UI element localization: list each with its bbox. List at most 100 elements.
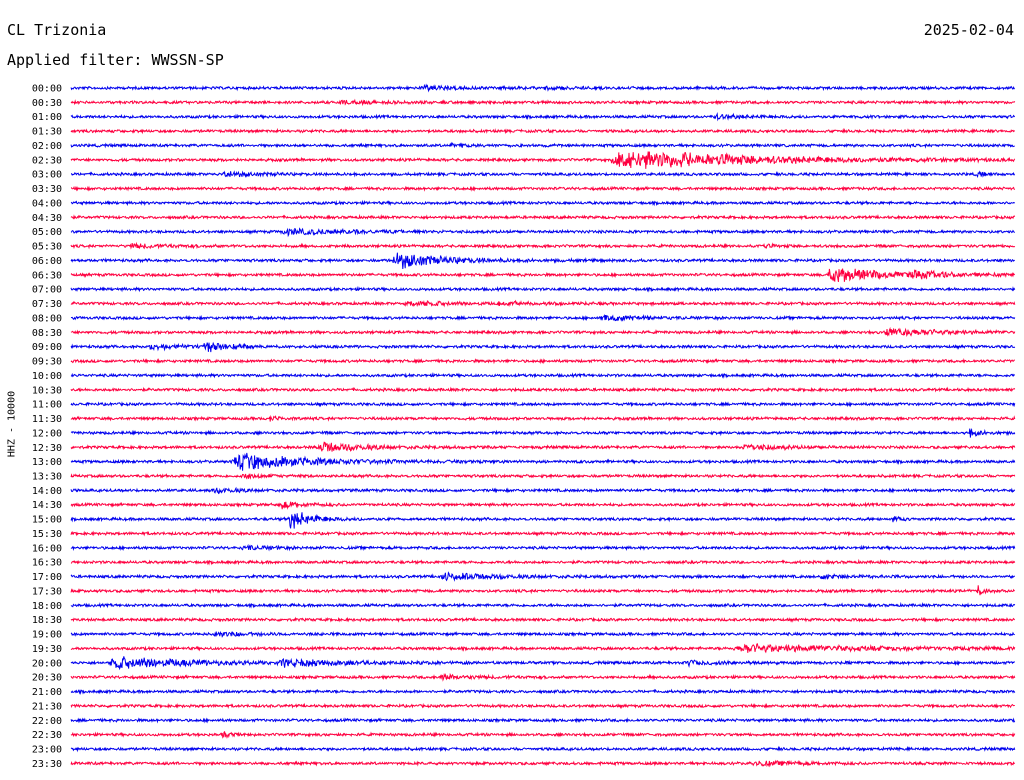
trace-0330 (70, 185, 1016, 192)
time-label-0630: 06:30 (32, 270, 62, 281)
trace-2000 (70, 656, 1015, 671)
trace-2230 (70, 730, 1016, 739)
time-label-1200: 12:00 (32, 428, 62, 439)
trace-1830 (70, 616, 1015, 623)
time-label-1600: 16:00 (32, 543, 62, 554)
time-label-0400: 04:00 (32, 198, 62, 209)
time-label-2000: 20:00 (32, 658, 62, 669)
time-label-0830: 08:30 (32, 328, 62, 339)
time-label-0500: 05:00 (32, 227, 62, 238)
trace-0730 (70, 299, 1016, 308)
time-label-1130: 11:30 (32, 414, 62, 425)
trace-2100 (70, 688, 1016, 695)
trace-1100 (70, 401, 1016, 408)
time-label-0100: 01:00 (32, 112, 62, 123)
trace-1430 (70, 501, 1016, 510)
trace-0600 (70, 252, 1015, 269)
time-label-1530: 15:30 (32, 529, 62, 540)
trace-1530 (70, 530, 1016, 537)
trace-1200 (70, 427, 1016, 438)
time-label-0700: 07:00 (32, 285, 62, 296)
time-label-1400: 14:00 (32, 486, 62, 497)
time-label-1430: 14:30 (32, 500, 62, 511)
trace-2030 (70, 672, 1016, 682)
time-label-0230: 02:30 (32, 155, 62, 166)
trace-1000 (70, 372, 1015, 379)
trace-1600 (70, 543, 1016, 552)
trace-1400 (70, 486, 1016, 495)
time-label-0200: 02:00 (32, 141, 62, 152)
record-date: 2025-02-04 (923, 21, 1014, 39)
trace-0300 (70, 170, 1016, 178)
time-label-1300: 13:00 (32, 457, 62, 468)
time-label-1800: 18:00 (32, 601, 62, 612)
trace-0630 (70, 268, 1016, 283)
time-label-1500: 15:00 (32, 515, 62, 526)
trace-0830 (70, 326, 1016, 338)
time-label-1930: 19:30 (32, 644, 62, 655)
trace-1730 (70, 585, 1015, 596)
time-label-0930: 09:30 (32, 357, 62, 368)
trace-0230 (70, 151, 1016, 169)
time-label-0000: 00:00 (32, 84, 62, 95)
trace-0030 (70, 98, 1016, 107)
time-label-1230: 12:30 (32, 443, 62, 454)
trace-1800 (70, 601, 1016, 609)
time-label-1900: 19:00 (32, 630, 62, 641)
trace-0900 (70, 341, 1016, 353)
time-label-2130: 21:30 (32, 701, 62, 712)
time-label-0130: 01:30 (32, 127, 62, 138)
trace-2300 (70, 745, 1016, 753)
time-label-0530: 05:30 (32, 242, 62, 253)
time-label-0600: 06:00 (32, 256, 62, 267)
time-label-0730: 07:30 (32, 299, 62, 310)
time-label-1730: 17:30 (32, 586, 62, 597)
trace-2330 (70, 759, 1015, 768)
filter-label: Applied filter: WWSSN-SP (7, 51, 224, 69)
time-label-2100: 21:00 (32, 687, 62, 698)
time-label-1030: 10:30 (32, 385, 62, 396)
trace-0700 (70, 285, 1016, 293)
time-label-0430: 04:30 (32, 213, 62, 224)
time-label-0300: 03:00 (32, 170, 62, 181)
trace-1030 (70, 386, 1016, 393)
trace-0800 (70, 313, 1016, 322)
trace-1900 (70, 630, 1015, 638)
trace-1930 (70, 643, 1016, 654)
time-label-1700: 17:00 (32, 572, 62, 583)
station-name: CL Trizonia (7, 21, 107, 39)
time-label-2230: 22:30 (32, 730, 62, 741)
trace-1300 (70, 452, 1016, 471)
time-label-0330: 03:30 (32, 184, 62, 195)
time-label-1100: 11:00 (32, 400, 62, 411)
trace-0130 (70, 127, 1016, 135)
trace-0930 (70, 358, 1015, 365)
time-label-1630: 16:30 (32, 558, 62, 569)
time-label-2330: 23:30 (32, 759, 62, 770)
trace-0400 (70, 199, 1015, 207)
time-label-0030: 00:30 (32, 98, 62, 109)
time-label-0800: 08:00 (32, 313, 62, 324)
time-label-1330: 13:30 (32, 471, 62, 482)
trace-0500 (70, 227, 1015, 238)
trace-0000 (70, 83, 1015, 93)
trace-1500 (70, 512, 1016, 529)
trace-1330 (70, 472, 1016, 480)
time-label-1830: 18:30 (32, 615, 62, 626)
trace-1230 (70, 441, 1016, 452)
trace-0430 (70, 213, 1016, 221)
time-label-0900: 09:00 (32, 342, 62, 353)
trace-1700 (70, 571, 1016, 582)
time-label-2030: 20:30 (32, 673, 62, 684)
time-label-1000: 10:00 (32, 371, 62, 382)
trace-2200 (70, 717, 1016, 724)
time-label-2200: 22:00 (32, 716, 62, 727)
trace-0200 (70, 141, 1015, 149)
trace-0100 (70, 111, 1016, 122)
trace-1630 (70, 558, 1016, 566)
time-label-2300: 23:00 (32, 745, 62, 756)
trace-2130 (70, 702, 1015, 710)
trace-1130 (70, 414, 1016, 422)
